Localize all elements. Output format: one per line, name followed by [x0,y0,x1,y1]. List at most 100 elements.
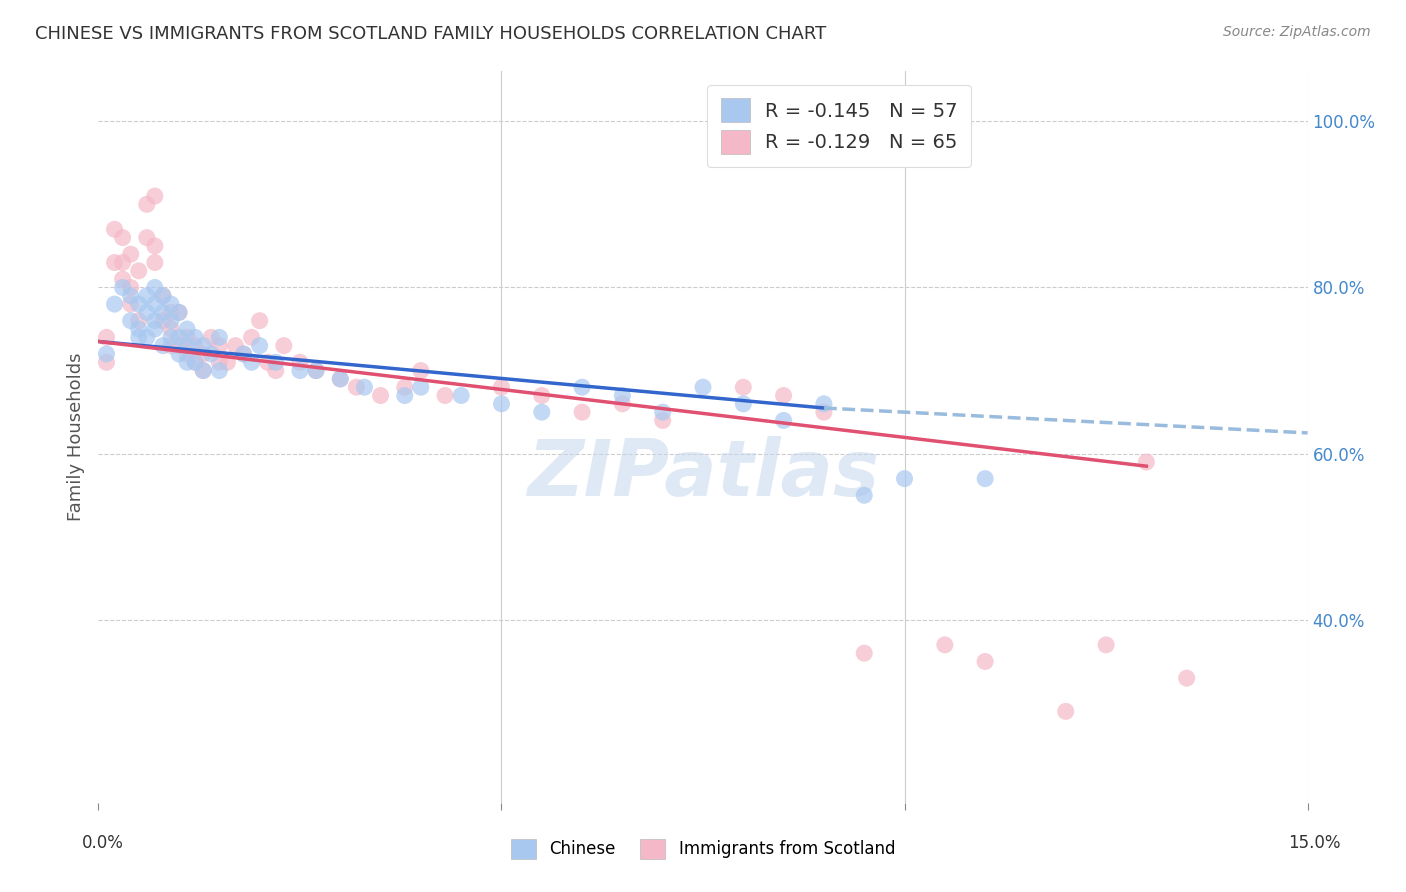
Point [232,347,254,361]
Point [103,297,125,311]
Point [143,239,166,253]
Point [612,397,634,411]
Point [176,347,198,361]
Point [249,314,271,328]
Point [160,314,183,328]
Point [111,255,134,269]
Point [103,255,125,269]
Point [193,347,215,361]
Point [167,305,190,319]
Point [1175,671,1198,685]
Point [288,363,311,377]
Point [111,272,134,286]
Point [160,338,183,352]
Point [96,355,118,369]
Point [853,646,876,660]
Point [135,230,157,244]
Point [128,330,150,344]
Point [974,472,997,486]
Point [167,338,190,352]
Point [692,380,714,394]
Point [733,380,755,394]
Point [111,230,134,244]
Point [853,488,876,502]
Point [160,330,183,344]
Point [772,413,794,427]
Point [167,305,190,319]
Point [167,347,190,361]
Point [184,338,207,352]
Point [208,355,231,369]
Point [152,289,174,303]
Point [184,355,207,369]
Point [224,338,246,352]
Text: ZIPatlas: ZIPatlas [527,435,879,512]
Point [193,338,215,352]
Point [143,280,166,294]
Point [249,338,271,352]
Point [329,372,352,386]
Point [240,330,263,344]
Point [329,372,352,386]
Point [96,330,118,344]
Point [571,380,593,394]
Point [651,405,673,419]
Point [353,380,375,394]
Point [394,388,416,402]
Point [143,255,166,269]
Point [772,388,794,402]
Point [491,397,513,411]
Point [409,380,432,394]
Point [256,355,278,369]
Point [143,297,166,311]
Point [651,413,673,427]
Point [208,363,231,377]
Point [370,388,392,402]
Point [160,305,183,319]
Point [208,338,231,352]
Legend: R = -0.145   N = 57, R = -0.129   N = 65: R = -0.145 N = 57, R = -0.129 N = 65 [707,85,972,167]
Point [120,297,142,311]
Y-axis label: Family Households: Family Households [66,353,84,521]
Point [184,355,207,369]
Point [733,397,755,411]
Point [128,264,150,278]
Point [200,330,222,344]
Point [305,363,328,377]
Point [893,114,915,128]
Point [176,338,198,352]
Point [200,347,222,361]
Point [612,388,634,402]
Point [934,638,956,652]
Point [193,363,215,377]
Point [143,314,166,328]
Point [135,330,157,344]
Point [530,388,553,402]
Point [111,280,134,294]
Point [167,330,190,344]
Point [208,330,231,344]
Point [264,363,287,377]
Point [491,380,513,394]
Point [974,655,997,669]
Point [893,472,915,486]
Point [143,322,166,336]
Point [176,355,198,369]
Point [96,347,118,361]
Point [571,405,593,419]
Point [152,338,174,352]
Point [120,247,142,261]
Point [394,380,416,394]
Point [120,289,142,303]
Point [128,314,150,328]
Point [240,355,263,369]
Point [193,363,215,377]
Text: 15.0%: 15.0% [1288,834,1341,852]
Point [813,397,835,411]
Point [135,289,157,303]
Point [152,314,174,328]
Point [305,363,328,377]
Point [1054,705,1077,719]
Point [176,330,198,344]
Point [264,355,287,369]
